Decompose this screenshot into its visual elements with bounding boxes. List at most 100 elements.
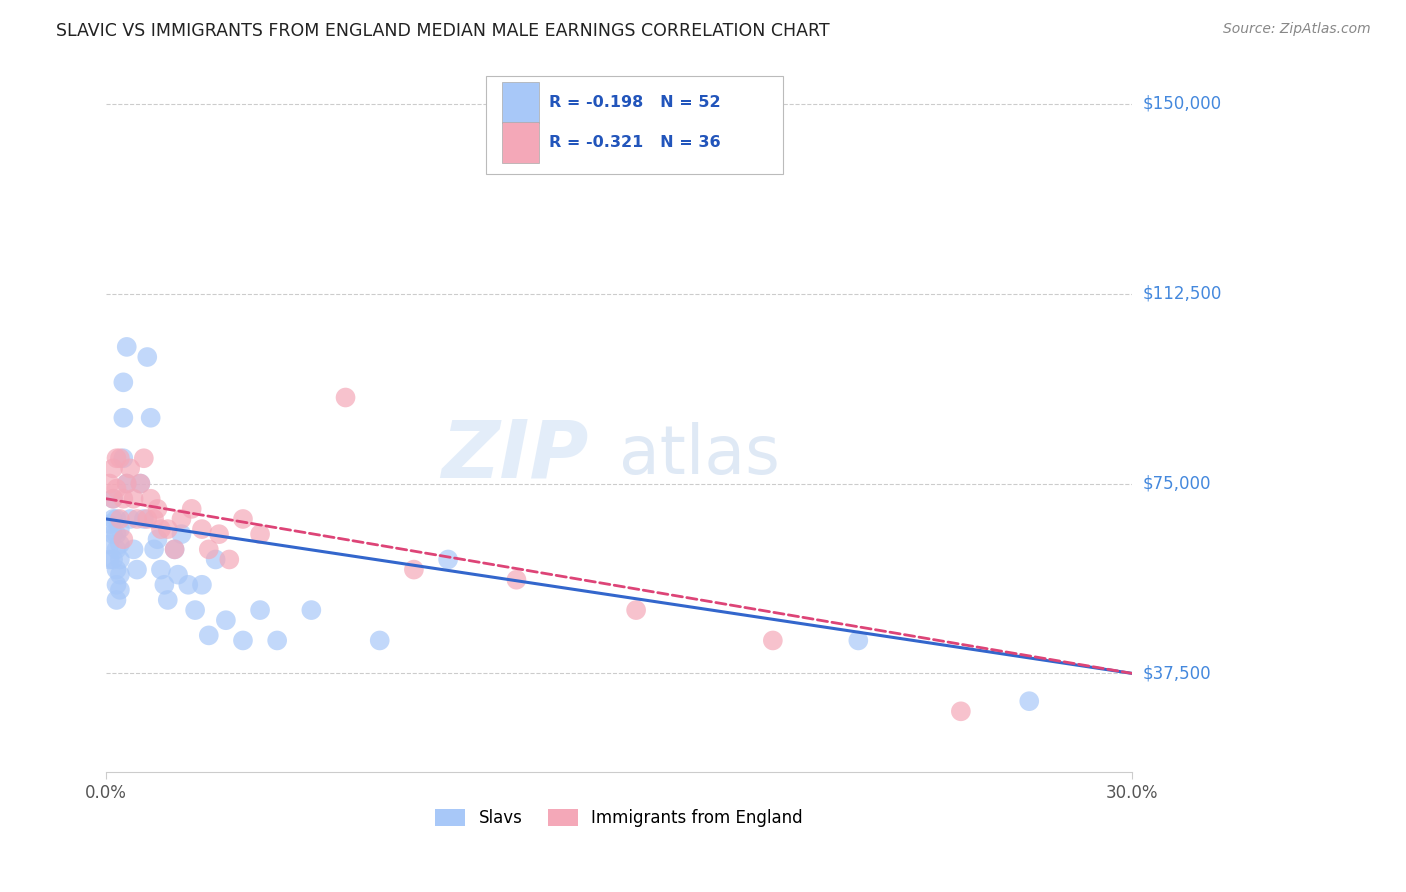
Point [98, 516, 121, 531]
Legend: Slavs, Immigrants from England: Slavs, Immigrants from England [429, 803, 810, 834]
Point [101, 461, 124, 475]
Point [170, 512, 193, 526]
FancyBboxPatch shape [502, 121, 538, 163]
Text: SLAVIC VS IMMIGRANTS FROM ENGLAND MEDIAN MALE EARNINGS CORRELATION CHART: SLAVIC VS IMMIGRANTS FROM ENGLAND MEDIAN… [56, 22, 830, 40]
Point [143, 542, 166, 557]
Point [105, 482, 128, 496]
Text: Source: ZipAtlas.com: Source: ZipAtlas.com [1223, 22, 1371, 37]
Point [108, 552, 131, 566]
Point [146, 533, 169, 547]
Point [249, 527, 271, 541]
Point [762, 633, 785, 648]
Point [125, 512, 148, 526]
Point [156, 593, 179, 607]
Point [108, 537, 131, 551]
Point [101, 552, 124, 566]
Point [184, 603, 207, 617]
Point [139, 410, 162, 425]
Point [105, 578, 128, 592]
Point [101, 491, 124, 506]
Point [120, 512, 142, 526]
Point [98, 537, 121, 551]
Point [232, 633, 254, 648]
Point [105, 451, 128, 466]
Point [208, 527, 231, 541]
Point [167, 567, 190, 582]
FancyBboxPatch shape [485, 76, 783, 174]
Text: $112,500: $112,500 [1143, 285, 1222, 302]
Point [402, 563, 425, 577]
Point [112, 491, 135, 506]
Point [624, 603, 647, 617]
Text: ZIP: ZIP [441, 417, 588, 494]
Point [98, 552, 121, 566]
Point [120, 461, 142, 475]
Point [180, 501, 202, 516]
Point [136, 512, 159, 526]
Point [108, 512, 131, 526]
Point [112, 376, 135, 390]
Point [149, 563, 172, 577]
FancyBboxPatch shape [502, 81, 538, 123]
Point [125, 563, 148, 577]
Point [129, 476, 152, 491]
Point [136, 350, 159, 364]
Point [139, 491, 162, 506]
Point [105, 512, 128, 526]
Point [437, 552, 460, 566]
Point [163, 542, 186, 557]
Point [98, 476, 121, 491]
Text: R = -0.321   N = 36: R = -0.321 N = 36 [550, 135, 721, 150]
Point [368, 633, 391, 648]
Point [335, 391, 357, 405]
Point [108, 522, 131, 536]
Point [115, 476, 138, 491]
Point [101, 527, 124, 541]
Point [299, 603, 322, 617]
Point [132, 512, 155, 526]
Point [846, 633, 869, 648]
Point [105, 527, 128, 541]
Point [215, 613, 238, 627]
Point [156, 522, 179, 536]
Point [204, 552, 226, 566]
Point [177, 578, 200, 592]
Point [249, 603, 271, 617]
Point [191, 578, 214, 592]
Point [232, 512, 254, 526]
Point [163, 542, 186, 557]
Point [105, 542, 128, 557]
Point [101, 512, 124, 526]
Point [143, 512, 166, 526]
Point [108, 567, 131, 582]
Point [105, 593, 128, 607]
Point [266, 633, 288, 648]
Point [112, 410, 135, 425]
Point [505, 573, 527, 587]
Point [149, 522, 172, 536]
Point [132, 451, 155, 466]
Text: atlas: atlas [619, 423, 780, 489]
Point [146, 501, 169, 516]
Point [218, 552, 240, 566]
Point [122, 491, 145, 506]
Point [198, 542, 221, 557]
Point [198, 628, 221, 642]
Point [153, 578, 176, 592]
Text: $37,500: $37,500 [1143, 665, 1212, 682]
Point [115, 340, 138, 354]
Point [129, 476, 152, 491]
Point [105, 563, 128, 577]
Point [191, 522, 214, 536]
Point [115, 476, 138, 491]
Text: $75,000: $75,000 [1143, 475, 1212, 492]
Text: $150,000: $150,000 [1143, 95, 1222, 113]
Text: R = -0.198   N = 52: R = -0.198 N = 52 [550, 95, 721, 110]
Point [170, 527, 193, 541]
Point [112, 451, 135, 466]
Point [112, 533, 135, 547]
Point [101, 491, 124, 506]
Point [108, 451, 131, 466]
Point [122, 542, 145, 557]
Point [1018, 694, 1040, 708]
